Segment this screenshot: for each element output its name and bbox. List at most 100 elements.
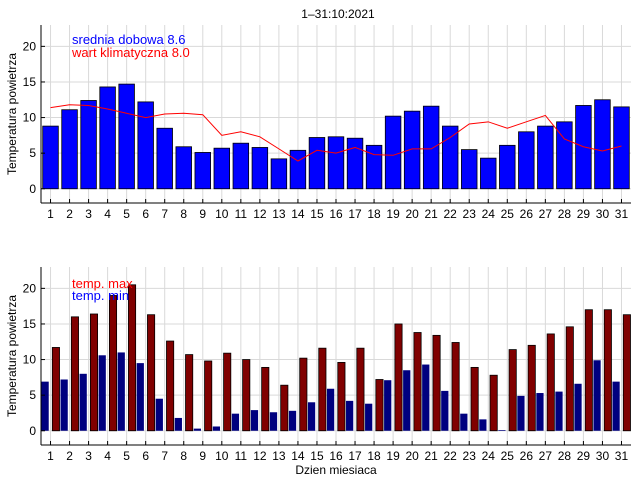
bar-daily-mean <box>137 101 154 190</box>
legend-temp-max: temp. max <box>72 276 133 291</box>
x-tick-label: 2 <box>66 207 73 221</box>
bar-daily-mean <box>384 115 402 190</box>
x-tick-label: 23 <box>463 449 477 463</box>
bar-daily-mean <box>251 147 269 190</box>
bar-temp-min <box>60 379 68 431</box>
x-tick-label: 5 <box>123 207 130 221</box>
x-tick-label: 4 <box>104 207 111 221</box>
x-tick-label: 31 <box>615 207 629 221</box>
x-tick-label: 14 <box>291 449 305 463</box>
bar-temp-min <box>422 364 430 431</box>
bar-temp-min <box>517 395 525 431</box>
x-tick-label: 2 <box>66 449 73 463</box>
bar-temp-min <box>365 403 373 431</box>
x-tick-label: 5 <box>123 449 130 463</box>
y-tick-label: 15 <box>23 317 37 331</box>
x-tick-label: 19 <box>386 449 400 463</box>
x-tick-label: 17 <box>348 449 362 463</box>
bar-temp-max <box>280 384 289 432</box>
x-tick-label: 18 <box>367 207 381 221</box>
y-tick-label: 5 <box>29 388 36 402</box>
bar-daily-mean <box>480 157 497 190</box>
bar-temp-min <box>346 400 354 431</box>
x-tick-label: 10 <box>215 207 229 221</box>
bar-temp-max <box>527 344 536 432</box>
x-tick-label: 27 <box>539 207 553 221</box>
bar-temp-max <box>584 309 593 432</box>
y-tick-label: 15 <box>23 75 37 89</box>
bar-temp-max <box>166 340 175 432</box>
x-tick-label: 23 <box>463 207 477 221</box>
bar-temp-min <box>41 381 49 431</box>
bar-temp-min <box>212 426 221 431</box>
bar-temp-max <box>89 313 98 432</box>
bar-daily-mean <box>461 149 478 190</box>
bar-daily-mean <box>175 146 192 190</box>
y-tick-label: 10 <box>23 353 37 367</box>
bar-temp-min <box>174 417 182 431</box>
bar-daily-mean <box>441 125 459 190</box>
bar-temp-min <box>384 380 392 431</box>
x-tick-label: 15 <box>310 449 324 463</box>
x-tick-label: 16 <box>329 449 343 463</box>
bar-temp-max <box>546 333 555 432</box>
x-tick-label: 31 <box>615 449 629 463</box>
bar-temp-max <box>356 347 365 432</box>
y-tick-label: 5 <box>29 146 36 160</box>
x-tick-label: 8 <box>180 207 187 221</box>
x-tick-label: 12 <box>253 449 267 463</box>
bar-daily-mean <box>99 86 116 190</box>
x-tick-label: 6 <box>142 207 149 221</box>
bar-temp-max <box>242 359 251 432</box>
bar-temp-max <box>565 326 574 432</box>
bar-temp-max <box>470 366 479 432</box>
x-tick-label: 29 <box>577 207 591 221</box>
bar-temp-max <box>375 379 384 432</box>
bar-temp-max <box>489 374 498 432</box>
bar-temp-min <box>555 391 563 431</box>
bar-temp-max <box>394 323 403 432</box>
bar-temp-min <box>307 402 316 431</box>
bar-temp-min <box>155 398 163 431</box>
x-tick-label: 29 <box>577 449 591 463</box>
x-tick-label: 21 <box>424 449 438 463</box>
bar-temp-min <box>98 355 106 431</box>
bar-daily-mean <box>118 83 135 190</box>
x-tick-label: 1 <box>47 449 54 463</box>
x-tick-label: 22 <box>444 449 458 463</box>
x-tick-label: 21 <box>424 207 438 221</box>
bar-temp-min <box>193 428 201 431</box>
x-tick-label: 24 <box>482 449 496 463</box>
bar-daily-mean <box>403 110 421 190</box>
bar-temp-min <box>498 430 506 431</box>
bar-temp-min <box>460 413 468 431</box>
x-tick-label: 11 <box>235 449 248 463</box>
bar-temp-max <box>70 316 79 432</box>
bar-daily-mean <box>346 137 364 190</box>
x-tick-label: 24 <box>482 207 496 221</box>
x-tick-label: 25 <box>501 207 515 221</box>
x-tick-label: 1 <box>47 207 54 221</box>
x-tick-label: 9 <box>199 449 206 463</box>
x-tick-label: 27 <box>539 449 553 463</box>
x-tick-label: 4 <box>104 449 111 463</box>
bar-temp-max <box>318 347 327 432</box>
bar-daily-mean <box>232 142 250 190</box>
y-tick-label: 20 <box>23 281 37 295</box>
bar-daily-mean <box>308 137 326 190</box>
bar-temp-min <box>403 370 411 431</box>
bar-daily-mean <box>270 158 288 190</box>
bar-temp-min <box>536 393 544 431</box>
x-tick-label: 7 <box>161 449 168 463</box>
x-tick-label: 8 <box>180 449 187 463</box>
legend-temp-min: temp. min <box>72 288 129 303</box>
x-tick-label: 28 <box>558 207 572 221</box>
x-tick-label: 28 <box>558 449 572 463</box>
bar-temp-min <box>593 360 601 431</box>
bar-daily-mean <box>213 147 231 190</box>
bar-temp-max <box>432 334 441 432</box>
